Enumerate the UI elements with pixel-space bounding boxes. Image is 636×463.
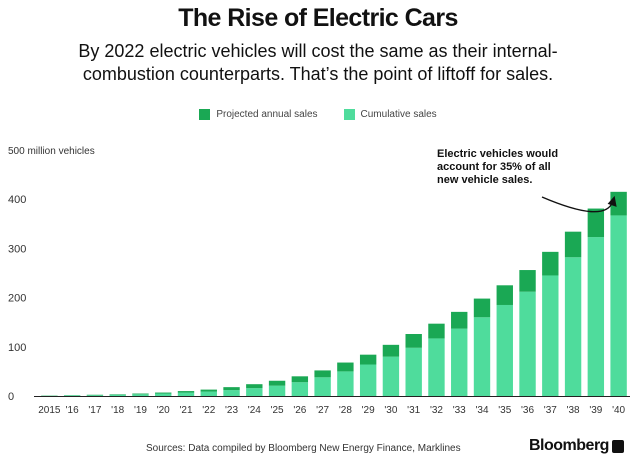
annotation-text: Electric vehicles would <box>437 148 558 160</box>
x-tick-label: '27 <box>316 405 329 416</box>
bloomberg-logo: Bloomberg <box>529 437 624 455</box>
bloomberg-mark-icon <box>611 439 624 453</box>
x-tick-label: '17 <box>88 405 101 416</box>
brand-name: Bloomberg <box>529 437 609 454</box>
y-tick-label: 200 <box>8 293 26 305</box>
bar-cumulative <box>610 215 627 396</box>
x-tick-label: '32 <box>430 405 443 416</box>
y-tick-label: 300 <box>8 243 26 255</box>
bar-annual <box>155 392 172 394</box>
annotation-arrowhead <box>607 195 617 207</box>
chart-subtitle: By 2022 electric vehicles will cost the … <box>0 40 636 86</box>
x-tick-label: '35 <box>498 405 511 416</box>
bar-annual <box>177 391 195 393</box>
chart-title: The Rise of Electric Cars <box>178 4 458 32</box>
x-tick-label: '40 <box>612 405 625 416</box>
bar-cumulative <box>337 371 354 396</box>
bar-annual <box>519 270 536 292</box>
x-tick-label: '19 <box>134 405 147 416</box>
bar-cumulative <box>496 304 513 396</box>
x-tick-label: '31 <box>407 405 420 416</box>
bar-annual <box>542 251 559 276</box>
bar-annual <box>200 389 217 392</box>
bar-annual <box>223 387 240 391</box>
bar-annual <box>451 311 468 329</box>
annotation-arrow <box>541 196 614 213</box>
bar-annual <box>132 393 149 395</box>
x-tick-label: '26 <box>293 405 306 416</box>
bar-cumulative <box>132 394 149 396</box>
x-tick-label: '38 <box>567 405 580 416</box>
bar-cumulative <box>587 237 605 396</box>
bar-cumulative <box>405 347 422 396</box>
bar-cumulative <box>86 395 104 396</box>
x-tick-label: '21 <box>179 405 192 416</box>
subtitle-line-1: By 2022 electric vehicles will cost the … <box>78 41 558 61</box>
annotation-text: new vehicle sales. <box>437 174 532 186</box>
x-tick-label: '29 <box>362 405 375 416</box>
chart-legend: Projected annual sales Cumulative sales <box>0 109 636 120</box>
bar-annual <box>587 208 605 238</box>
x-tick-label: '33 <box>453 405 466 416</box>
bar-cumulative <box>223 390 240 396</box>
x-tick-label: '16 <box>66 405 79 416</box>
y-tick-label: 0 <box>8 391 14 403</box>
x-tick-label: '39 <box>589 405 602 416</box>
x-tick-label: '25 <box>271 405 284 416</box>
legend-swatch-annual <box>199 109 211 120</box>
bar-annual <box>359 354 377 365</box>
bar-cumulative <box>155 393 172 396</box>
bar-cumulative <box>177 392 195 396</box>
legend-label-cumulative: Cumulative sales <box>360 109 437 120</box>
y-tick-label: 400 <box>8 194 26 206</box>
bar-cumulative <box>246 388 263 396</box>
bar-cumulative <box>519 291 536 396</box>
bar-cumulative <box>268 385 286 396</box>
x-tick-label: '37 <box>544 405 557 416</box>
legend-swatch-cumulative <box>343 109 355 120</box>
bar-annual <box>268 380 286 386</box>
y-tick-label: 100 <box>8 342 26 354</box>
bar-annual <box>428 323 445 339</box>
bar-cumulative <box>564 257 582 396</box>
bar-cumulative <box>200 391 217 396</box>
legend-label-annual: Projected annual sales <box>216 109 318 120</box>
bar-cumulative <box>451 328 468 396</box>
subtitle-line-2: combustion counterparts. That’s the poin… <box>82 64 554 84</box>
bar-cumulative <box>473 317 491 396</box>
x-tick-label: '20 <box>157 405 170 416</box>
bar-cumulative <box>542 275 559 396</box>
legend-item-annual: Projected annual sales <box>199 109 318 120</box>
bar-annual <box>382 344 400 357</box>
bar-annual <box>496 285 513 305</box>
y-axis-label: 500 million vehicles <box>8 146 95 157</box>
x-tick-label: '24 <box>248 405 261 416</box>
bar-annual <box>473 298 491 318</box>
bar-annual <box>405 334 422 348</box>
source-note: Sources: Data compiled by Bloomberg New … <box>146 443 461 454</box>
x-tick-label: 2015 <box>38 405 61 416</box>
bar-annual <box>337 362 354 372</box>
bar-cumulative <box>291 382 309 396</box>
annotation-text: account for 35% of all <box>437 161 551 173</box>
x-tick-label: '23 <box>225 405 238 416</box>
x-tick-label: '34 <box>475 405 488 416</box>
bar-annual <box>314 370 331 378</box>
bar-cumulative <box>359 364 377 396</box>
bar-annual <box>291 376 309 383</box>
bar-cumulative <box>314 377 331 396</box>
x-tick-label: '30 <box>384 405 397 416</box>
bar-cumulative <box>382 356 400 396</box>
x-tick-label: '28 <box>339 405 352 416</box>
x-tick-label: '22 <box>202 405 215 416</box>
bar-annual <box>246 384 263 389</box>
x-tick-label: '36 <box>521 405 534 416</box>
bar-cumulative <box>109 394 126 396</box>
bar-cumulative <box>428 338 445 396</box>
x-tick-label: '18 <box>111 405 124 416</box>
bar-annual <box>564 231 582 258</box>
legend-item-cumulative: Cumulative sales <box>343 109 437 120</box>
